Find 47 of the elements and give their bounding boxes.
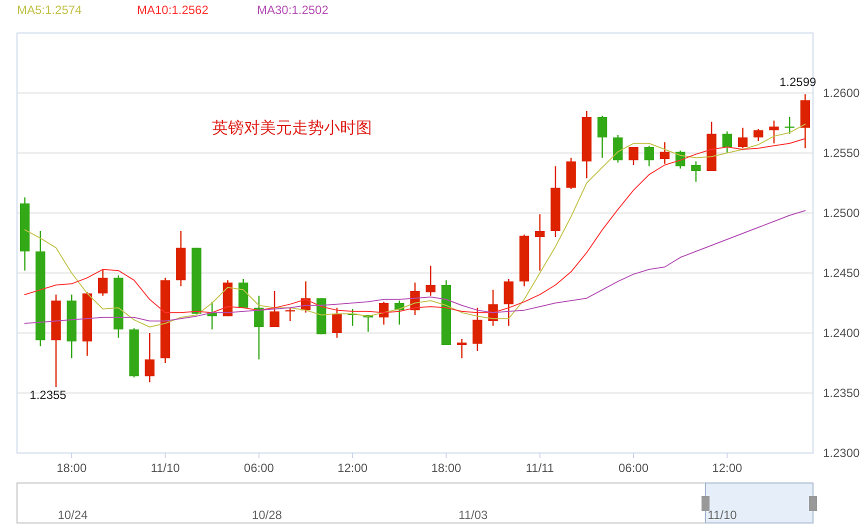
y-tick-label: 1.2550 [823,146,860,160]
candlestick [426,265,436,296]
candlestick [784,116,794,134]
text: MA30:1.2502 [257,3,329,17]
x-tick-label: 06:00 [244,461,274,475]
candlestick [613,134,623,164]
candlestick [98,268,108,296]
y-tick-label: 1.2600 [823,86,860,100]
candlestick [332,307,342,338]
x-tick-label: 06:00 [618,461,649,475]
candlestick [722,130,732,154]
candlestick [535,214,545,272]
text: MA10:1.2562 [137,3,209,17]
x-tick-label: 11/10 [150,461,180,475]
x-tick-label: 18:00 [56,461,87,475]
candlestick [285,307,295,322]
candlestick [144,332,155,383]
candlestick [254,295,264,360]
y-tick-label: 1.2450 [823,266,860,280]
candlestick [456,338,467,359]
candlestick [504,278,514,326]
y-tick-label: 1.2500 [823,206,860,220]
y-tick-label: 1.2300 [823,446,860,460]
x-tick-label: 12:00 [338,461,368,475]
candlestick [644,145,654,167]
candlestick [628,146,638,166]
text: 10/24 [58,508,88,522]
x-tick-label: 12:00 [712,461,742,475]
candlestick [270,290,280,328]
candlestick [597,115,608,158]
candlestick [754,128,764,142]
candlestick [472,307,482,352]
x-tick-label: 18:00 [431,461,462,475]
candlestick [769,120,779,144]
candlestick [738,127,748,149]
text: 10/28 [252,508,282,522]
text: 11/10 [708,508,738,522]
y-tick-label: 1.2350 [823,386,860,400]
candlestick [691,160,701,182]
annotation: 1.2355 [30,388,67,402]
text: 11/03 [458,508,488,522]
annotation: 1.2599 [779,75,817,90]
y-tick-label: 1.2400 [823,326,860,340]
x-tick-label: 11/11 [526,461,554,475]
candlestick [660,142,670,164]
text: 英镑对美元走势小时图 [212,119,372,137]
text: MA5:1.2574 [17,3,82,17]
